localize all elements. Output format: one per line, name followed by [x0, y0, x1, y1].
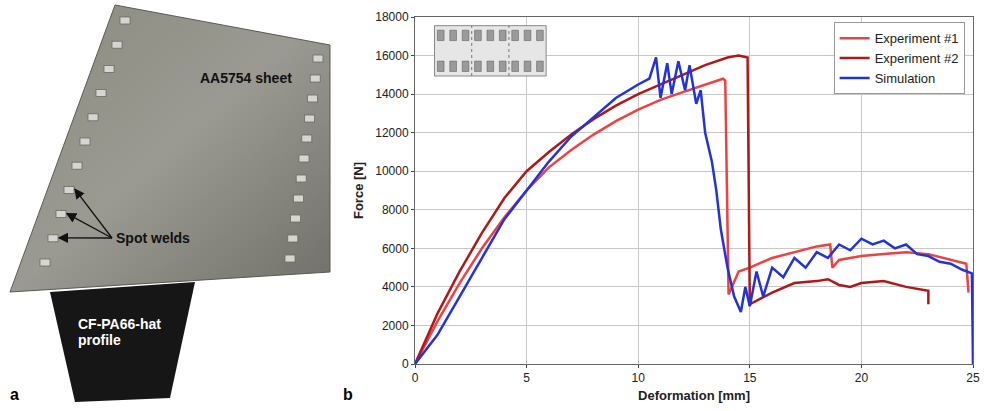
- svg-text:16000: 16000: [375, 49, 409, 63]
- svg-text:25: 25: [966, 371, 980, 385]
- svg-text:8000: 8000: [382, 203, 409, 217]
- html-text:b: b: [343, 386, 353, 403]
- svg-text:5: 5: [523, 371, 530, 385]
- svg-text:0: 0: [402, 357, 409, 371]
- html-text:Spot welds: Spot welds: [116, 230, 190, 246]
- svg-text:10000: 10000: [375, 164, 409, 178]
- svg-text:4000: 4000: [382, 280, 409, 294]
- svg-text:18000: 18000: [375, 10, 409, 24]
- svg-text:Experiment #2: Experiment #2: [875, 51, 959, 66]
- html-text:AA5754 sheet: AA5754 sheet: [200, 70, 292, 86]
- svg-text:Experiment #1: Experiment #1: [875, 31, 959, 46]
- svg-text:20: 20: [855, 371, 869, 385]
- svg-text:14000: 14000: [375, 87, 409, 101]
- svg-text:6000: 6000: [382, 242, 409, 256]
- svg-text:Deformation [mm]: Deformation [mm]: [638, 388, 750, 403]
- svg-text:12000: 12000: [375, 126, 409, 140]
- svg-text:10: 10: [632, 371, 646, 385]
- html-text:a: a: [10, 386, 19, 403]
- svg-text:Force [N]: Force [N]: [351, 162, 366, 219]
- svg-text:2000: 2000: [382, 319, 409, 333]
- html-text:CF-PA66-hat profile: CF-PA66-hat profile: [78, 316, 161, 348]
- svg-text:Simulation: Simulation: [875, 71, 936, 86]
- svg-text:15: 15: [743, 371, 757, 385]
- svg-text:0: 0: [412, 371, 419, 385]
